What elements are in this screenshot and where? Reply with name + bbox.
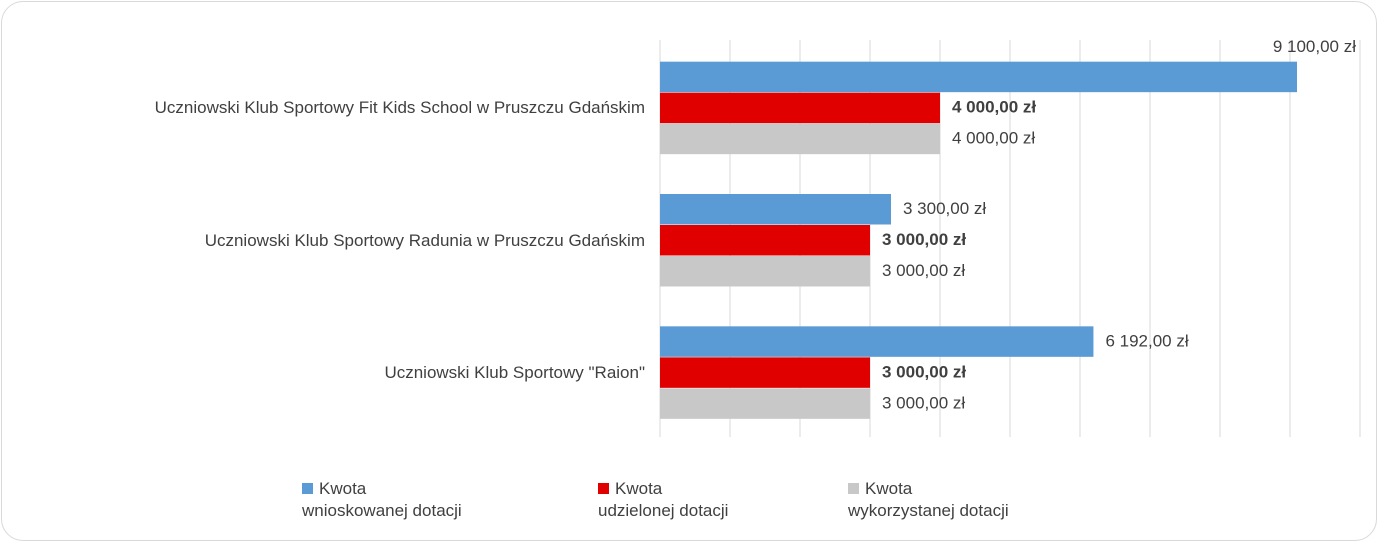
- legend-item: Kwota wnioskowanej dotacji: [302, 478, 462, 522]
- bar: [660, 326, 1094, 357]
- category-label: Uczniowski Klub Sportowy "Raion": [384, 362, 645, 382]
- legend-marker: [848, 483, 859, 494]
- legend-label: Kwota wnioskowanej dotacji: [302, 479, 462, 520]
- legend-marker: [302, 483, 313, 494]
- legend-label: Kwota udzielonej dotacji: [598, 479, 729, 520]
- value-label: 6 192,00 zł: [1105, 331, 1188, 350]
- value-label: 3 000,00 zł: [882, 261, 965, 280]
- bar: [660, 256, 870, 287]
- bar: [660, 357, 870, 388]
- legend-item: Kwota udzielonej dotacji: [598, 478, 728, 522]
- value-label: 3 000,00 zł: [882, 362, 966, 381]
- legend-marker: [598, 483, 609, 494]
- value-label: 4 000,00 zł: [952, 98, 1036, 117]
- value-label: 4 000,00 zł: [952, 129, 1035, 148]
- value-label: 9 100,00 zł: [1273, 37, 1356, 56]
- bar: [660, 92, 940, 124]
- value-label: 3 000,00 zł: [882, 230, 966, 249]
- value-label: 3 000,00 zł: [882, 393, 965, 412]
- value-label: 3 300,00 zł: [903, 199, 986, 218]
- bar: [660, 61, 1297, 93]
- category-label: Uczniowski Klub Sportowy Radunia w Prusz…: [204, 230, 645, 250]
- category-label: Uczniowski Klub Sportowy Fit Kids School…: [154, 98, 645, 118]
- legend-item: Kwota wykorzystanej dotacji: [848, 478, 1009, 522]
- bar: [660, 388, 870, 419]
- bar: [660, 225, 870, 256]
- legend-label: Kwota wykorzystanej dotacji: [848, 479, 1009, 520]
- bar: [660, 194, 891, 225]
- bar: [660, 123, 940, 155]
